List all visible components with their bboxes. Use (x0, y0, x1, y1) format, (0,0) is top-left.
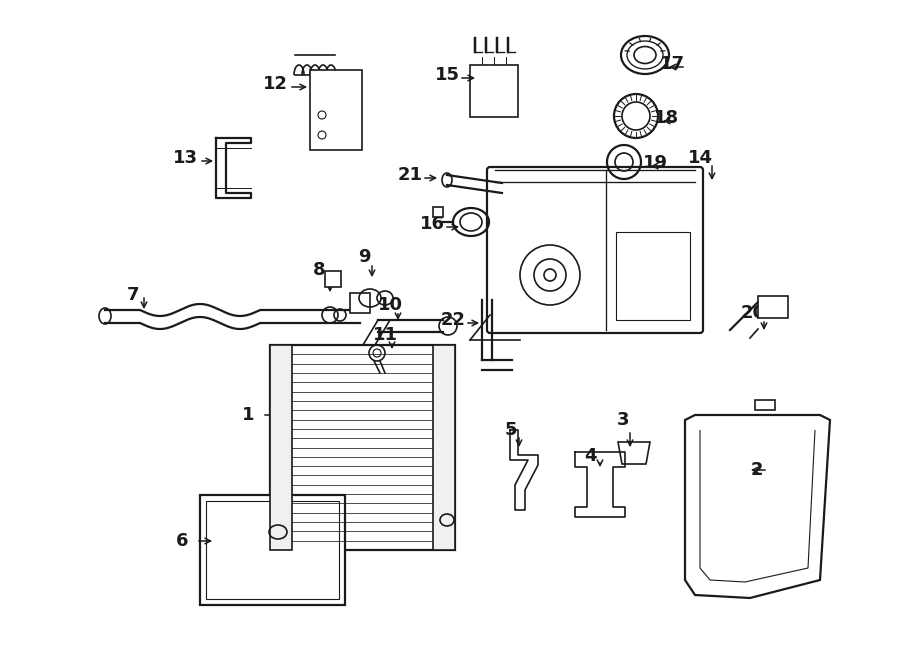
Bar (206, 501, 339, 599)
Bar (433, 207, 443, 217)
Bar (755, 400, 775, 410)
Text: 10: 10 (377, 296, 402, 314)
Bar (310, 70, 362, 150)
Text: 20: 20 (741, 304, 766, 322)
Text: 14: 14 (688, 149, 713, 167)
Text: 11: 11 (373, 326, 398, 344)
Text: 15: 15 (435, 66, 460, 84)
Bar (470, 65, 518, 117)
Bar (758, 296, 788, 318)
Text: 7: 7 (127, 286, 140, 304)
Bar (200, 495, 345, 605)
Text: 19: 19 (643, 154, 668, 172)
Text: 8: 8 (312, 261, 325, 279)
Text: 12: 12 (263, 75, 287, 93)
Text: 4: 4 (584, 447, 596, 465)
Text: 5: 5 (505, 421, 518, 439)
Bar (433, 345, 455, 550)
Bar (616, 232, 689, 320)
Text: 18: 18 (653, 109, 679, 127)
Text: 21: 21 (398, 166, 422, 184)
Text: 13: 13 (173, 149, 197, 167)
Text: 16: 16 (419, 215, 445, 233)
Text: 22: 22 (440, 311, 465, 329)
Text: 2: 2 (751, 461, 763, 479)
Text: 17: 17 (660, 55, 685, 73)
Bar (270, 345, 292, 550)
Text: 3: 3 (616, 411, 629, 429)
Text: 9: 9 (358, 248, 370, 266)
Text: 6: 6 (176, 532, 188, 550)
Bar (350, 293, 370, 313)
FancyBboxPatch shape (487, 167, 703, 333)
Text: 1: 1 (242, 406, 254, 424)
Bar (270, 345, 455, 550)
Bar (325, 271, 341, 287)
